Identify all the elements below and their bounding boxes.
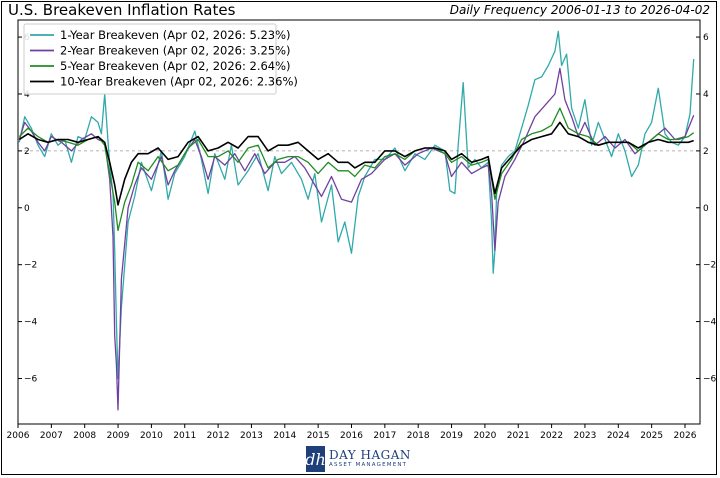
y-tick-label-left: −4: [24, 318, 38, 328]
chart-subtitle: Daily Frequency 2006-01-13 to 2026-04-02: [449, 3, 710, 17]
series-line-1: [18, 30, 695, 380]
series-line-3: [18, 107, 695, 232]
x-tick-label: 2019: [440, 431, 463, 441]
plot-area: [17, 19, 701, 425]
x-tick-label: 2011: [173, 431, 196, 441]
x-tick-label: 2012: [207, 431, 230, 441]
x-tick-label: 2007: [40, 431, 63, 441]
x-tick-label: 2017: [373, 431, 396, 441]
legend-label-3: 5-Year Breakeven (Apr 02, 2026: 2.64%): [60, 59, 291, 73]
y-tick-label-right: 6: [703, 33, 709, 43]
y-tick-label-right: −2: [703, 261, 716, 271]
y-tick-label-right: 4: [703, 90, 709, 100]
logo-mark: dh: [305, 446, 326, 472]
x-tick-label: 2024: [607, 431, 630, 441]
y-tick-label-right: −6: [703, 374, 717, 384]
x-tick-label: 2018: [407, 431, 430, 441]
x-tick-label: 2023: [573, 431, 596, 441]
y-tick-label-left: 0: [24, 204, 30, 214]
chart-title: U.S. Breakeven Inflation Rates: [8, 1, 236, 19]
x-tick-label: 2010: [140, 431, 163, 441]
y-tick-label-right: 0: [703, 204, 709, 214]
series-line-4: [18, 121, 694, 206]
logo-subtitle: ASSET MANAGEMENT: [329, 462, 408, 469]
x-tick-label: 2025: [640, 431, 663, 441]
y-tick-label-left: 4: [24, 90, 30, 100]
x-tick-label: 2009: [107, 431, 130, 441]
x-tick-label: 2020: [473, 431, 496, 441]
x-tick-label: 2014: [273, 431, 296, 441]
day-hagan-logo: dh DAY HAGAN ASSET MANAGEMENT: [305, 444, 411, 474]
series-line-2: [18, 67, 695, 411]
y-tick-label-left: −6: [24, 374, 38, 384]
y-tick-label-left: −2: [24, 261, 37, 271]
legend-label-4: 10-Year Breakeven (Apr 02, 2026: 2.36%): [60, 75, 298, 89]
x-tick-label: 2026: [674, 431, 697, 441]
y-tick-label-left: 2: [24, 147, 30, 157]
x-tick-label: 2022: [540, 431, 563, 441]
x-tick-label: 2013: [240, 431, 263, 441]
x-tick-label: 2015: [307, 431, 330, 441]
x-tick-label: 2016: [340, 431, 363, 441]
legend-label-1: 1-Year Breakeven (Apr 02, 2026: 5.23%): [60, 28, 291, 42]
legend-label-2: 2-Year Breakeven (Apr 02, 2026: 3.25%): [60, 44, 291, 58]
legend-box: [23, 23, 277, 95]
x-tick-label: 2008: [73, 431, 96, 441]
logo-name: DAY HAGAN: [329, 448, 411, 463]
y-tick-label-right: −4: [703, 318, 717, 328]
x-tick-label: 2006: [7, 431, 30, 441]
x-tick-label: 2021: [507, 431, 530, 441]
y-tick-label-right: 2: [703, 147, 709, 157]
